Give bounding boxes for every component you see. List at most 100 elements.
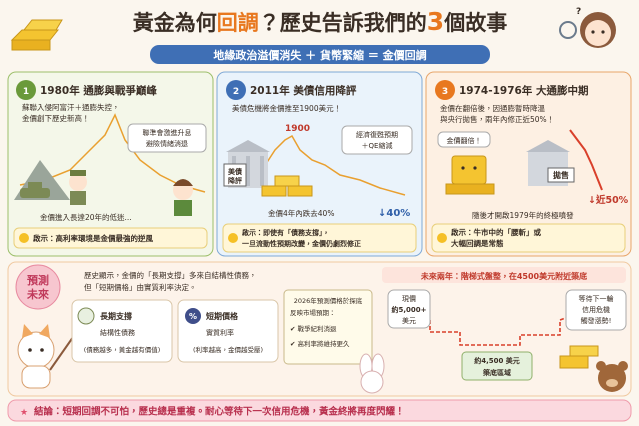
check-item: ✔ 高利率將維持更久 [290, 339, 350, 348]
bubble-text: 現價 [402, 294, 416, 303]
card-note: (債務越多，黃金越有價值) [84, 345, 161, 354]
intro-text: 歷史顯示，金價的「長期支撐」多來自結構性債務， [84, 270, 257, 280]
speech-bubble [565, 289, 627, 331]
conclusion-text: 結論：短期回調不可怕，歷史總是重複。耐心等待下一次信用危機，黃金終將再度閃耀！ [34, 406, 405, 418]
card-title: 短期價格 [206, 311, 239, 321]
investor-illustration [173, 179, 193, 216]
gold-bars-left [10, 19, 63, 51]
sign [547, 167, 575, 183]
sign-text: 拋售 [553, 170, 569, 180]
check-item: ✔ 戰爭紀利消退 [290, 324, 337, 333]
bulb-icon [228, 233, 238, 243]
story-heading: 1974-1976年 大通膨中期 [459, 84, 588, 97]
bulb-icon [437, 233, 447, 243]
floor-text: 約4,500 美元 [474, 356, 520, 365]
caption: 隨後才開啟1979年的終極噴發 [472, 210, 574, 220]
title-part: 回調 [217, 11, 259, 35]
check-text: 高利率將維持更久 [298, 339, 351, 348]
story-text: 與央行拋售，兩年內修正近50%！ [440, 114, 554, 124]
percent-icon [185, 308, 201, 324]
girl-illustration: ? [559, 7, 616, 48]
story-panel [7, 71, 214, 257]
check-text: 戰爭紀利消退 [298, 324, 338, 333]
insight-box [431, 223, 626, 253]
percent-symbol: % [189, 312, 197, 321]
cat-illustration [17, 324, 79, 389]
drop-label: ↓40% [378, 208, 410, 219]
bubble-text: 信用危機 [582, 305, 610, 314]
info-card [177, 299, 279, 363]
story-number: 2 [233, 87, 239, 97]
number-badge [226, 80, 246, 100]
insight-box [222, 223, 417, 253]
banner [150, 45, 490, 64]
speech-bubble [341, 125, 413, 155]
sign-text: 降評 [228, 176, 242, 185]
floor-text: 築底區域 [483, 368, 511, 377]
bulb-icon [19, 233, 29, 243]
card-note: (利率越高，金價越受壓) [193, 345, 263, 354]
caption: 金價4年內跌去40% [268, 208, 334, 218]
staircase-line [400, 304, 601, 346]
bunny-illustration [359, 353, 385, 394]
peak-label: 1900 [285, 124, 310, 134]
question-mark: ? [576, 7, 581, 17]
war-illustration [14, 160, 87, 205]
bubble-text: 等待下一輪 [579, 294, 614, 303]
title-part: ？歷史告訴我們的 [259, 11, 427, 35]
drop-arrow [569, 129, 603, 191]
badge-text: 未來 [26, 287, 49, 301]
floor-box [461, 351, 533, 381]
title-part: 3 [427, 7, 444, 36]
notepad-text: 2026年預測價格於探底 [294, 296, 363, 305]
outlook-headline: 未來兩年：階梯式盤整，在4500美元附近築底 [420, 271, 587, 281]
story-heading: 1980年 通膨與戰爭巔峰 [40, 84, 157, 97]
scale-icon [77, 307, 95, 325]
story-heading: 2011年 美債信用降評 [250, 84, 357, 97]
card-subtitle: 結構性債務 [100, 328, 135, 337]
star-icon: ★ [20, 408, 28, 418]
number-badge [435, 80, 455, 100]
notepad [283, 289, 373, 365]
speech-bubble [127, 123, 207, 153]
gold-bars [261, 175, 313, 197]
insight-text: 啟示：即使有「債務支撐」， [241, 228, 330, 237]
forecast-badge [15, 264, 61, 310]
title: 黃金為何回調？歷史告訴我們的3個故事 [132, 7, 507, 36]
insight-text: 啟示：牛市中的「腰斬」或 [450, 227, 541, 237]
title-part: 個故事 [443, 11, 507, 35]
badge-text: 預測 [27, 273, 49, 287]
insight-text: 大幅回調是常態 [451, 238, 504, 248]
bubble-text: 金價翻倍！ [447, 136, 482, 145]
outlook-header [382, 267, 626, 283]
notepad-text: 反映市場預期： [290, 308, 336, 317]
insight-text: 一旦流動性預期改變，金價仍劇烈修正 [242, 239, 361, 248]
bear-illustration [596, 361, 628, 392]
card-title: 長期支撐 [100, 311, 132, 321]
card-subtitle: 實質利率 [206, 328, 234, 337]
story-number: 3 [442, 87, 448, 97]
bubble-text: 聯準會激進升息 [143, 128, 192, 137]
story-number: 1 [23, 87, 29, 97]
story-text: 金價創下歷史新高！ [22, 113, 90, 123]
story-panel [216, 71, 423, 257]
bubble-text: 美元 [402, 316, 416, 325]
sign-text: 美債 [228, 167, 242, 176]
caption: 金價進入長達20年的低迷... [40, 212, 132, 222]
bubble-text: ＋QE縮減 [362, 141, 393, 150]
bubble-text: 約5,000+ [391, 305, 426, 314]
speech-bubble [437, 131, 491, 148]
trend-line [19, 113, 206, 193]
insight-text: 啟示：高利率環境是金價最強的逆風 [32, 233, 153, 243]
drop-label: ↓近50% [588, 194, 629, 206]
sign [223, 163, 247, 187]
bubble-text: 避險情緒消退 [146, 139, 188, 148]
bubble-text: 經濟復甦預期 [356, 130, 398, 139]
speech-bubble [387, 289, 431, 329]
trend-line [261, 134, 406, 196]
insight-box [13, 227, 208, 249]
story-text: 金價在翻倍後，因通膨暫時降溫 [440, 103, 545, 113]
title-part: 黃金為何 [132, 11, 217, 35]
number-badge [16, 80, 36, 100]
